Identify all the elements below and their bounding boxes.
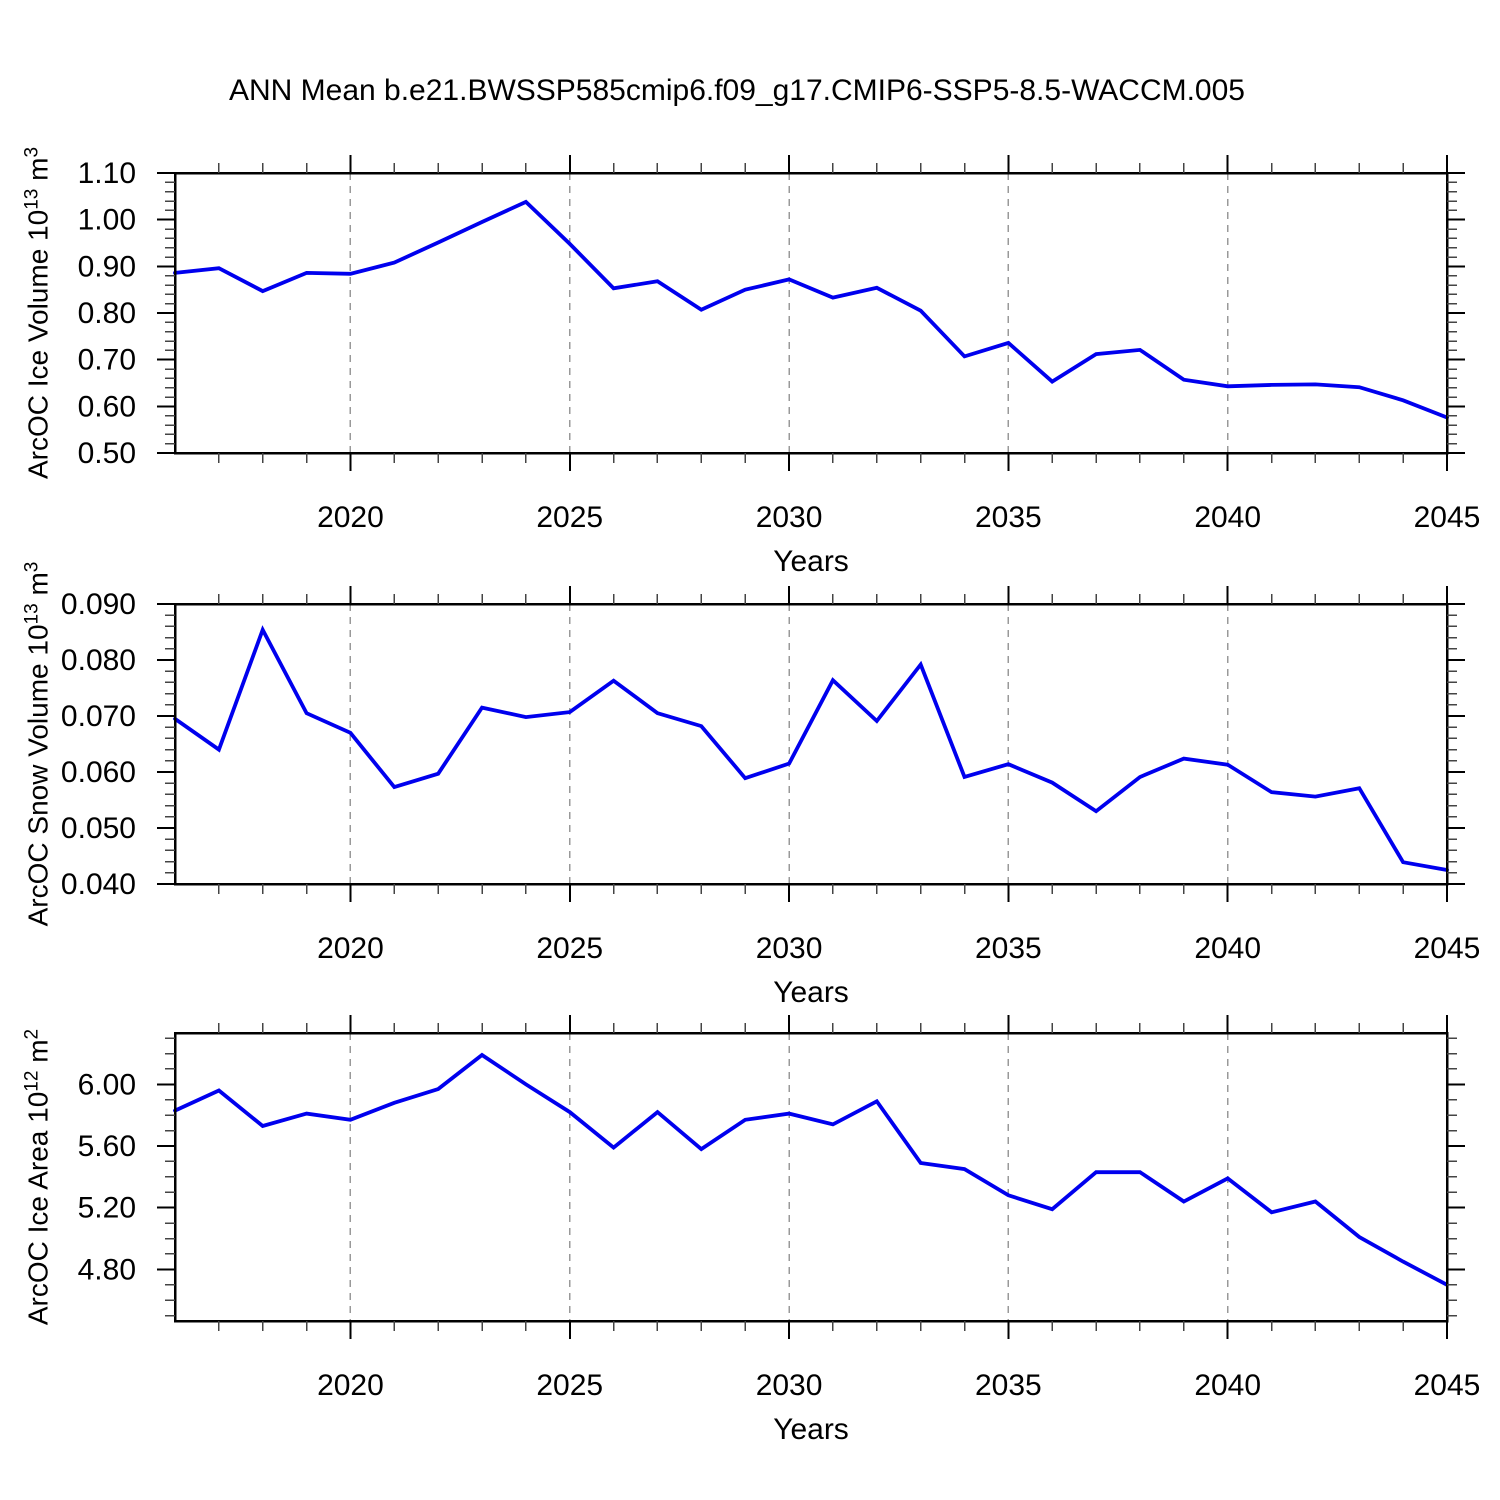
series-line-snow-volume — [173, 625, 1449, 872]
x-axis-title: Years — [773, 545, 849, 578]
x-tick-label: 2025 — [536, 932, 603, 965]
x-tick-label: 2030 — [756, 1369, 823, 1402]
y-tick-label: 0.80 — [78, 297, 136, 330]
y-tick-label: 5.20 — [78, 1192, 136, 1225]
panel-snow-volume: 0.040 0.050 0.060 0.070 0.080 0.090 2020 2025 20… — [61, 586, 1480, 1009]
x-tick-label: 2020 — [317, 932, 384, 965]
x-tick-label: 2045 — [1414, 1369, 1481, 1402]
x-axis-title: Years — [773, 976, 849, 1009]
y-tick-label: 1.00 — [78, 204, 136, 237]
series-line-ice-area — [173, 1052, 1449, 1287]
y-tick-label: 0.040 — [61, 868, 136, 901]
x-tick-label: 2020 — [317, 501, 384, 534]
x-tick-label: 2025 — [536, 501, 603, 534]
panel-ice-volume: 0.50 0.60 0.70 0.80 0.90 1.00 1.10 2020 2025 2030… — [78, 155, 1481, 578]
y-tick-label: 0.080 — [61, 644, 136, 677]
x-tick-label: 2020 — [317, 1369, 384, 1402]
panel-ice-area: 4.80 5.20 5.60 6.00 2020 2025 2030 2035 2040 2045… — [78, 1015, 1481, 1446]
x-tick-label: 2035 — [975, 932, 1042, 965]
x-tick-label: 2035 — [975, 1369, 1042, 1402]
x-tick-label: 2045 — [1414, 501, 1481, 534]
plot-frame — [173, 602, 1449, 886]
x-tick-label: 2040 — [1194, 501, 1261, 534]
series-line-ice-volume — [173, 199, 1449, 420]
y-tick-label: 0.050 — [61, 812, 136, 845]
y-tick-label: 5.60 — [78, 1130, 136, 1163]
x-tick-label: 2040 — [1194, 932, 1261, 965]
y-tick-label: 0.90 — [78, 250, 136, 283]
y-tick-label: 1.10 — [78, 157, 136, 190]
y-tick-label: 0.060 — [61, 756, 136, 789]
x-tick-label: 2030 — [756, 932, 823, 965]
y-tick-label: 6.00 — [78, 1068, 136, 1101]
x-axis-title: Years — [773, 1413, 849, 1446]
y-tick-label: 0.60 — [78, 390, 136, 423]
y-tick-label: 0.50 — [78, 437, 136, 470]
y-tick-label: 4.80 — [78, 1253, 136, 1286]
x-tick-label: 2030 — [756, 501, 823, 534]
x-tick-label: 2040 — [1194, 1369, 1261, 1402]
x-tick-label: 2045 — [1414, 932, 1481, 965]
x-tick-label: 2035 — [975, 501, 1042, 534]
plot-frame — [173, 1031, 1449, 1323]
y-tick-label: 0.070 — [61, 700, 136, 733]
chart-title: ANN Mean b.e21.BWSSP585cmip6.f09_g17.CMI… — [228, 74, 1245, 107]
x-tick-label: 2025 — [536, 1369, 603, 1402]
plot-frame — [173, 171, 1449, 455]
y-tick-label: 0.70 — [78, 344, 136, 377]
y-tick-label: 0.090 — [61, 588, 136, 621]
